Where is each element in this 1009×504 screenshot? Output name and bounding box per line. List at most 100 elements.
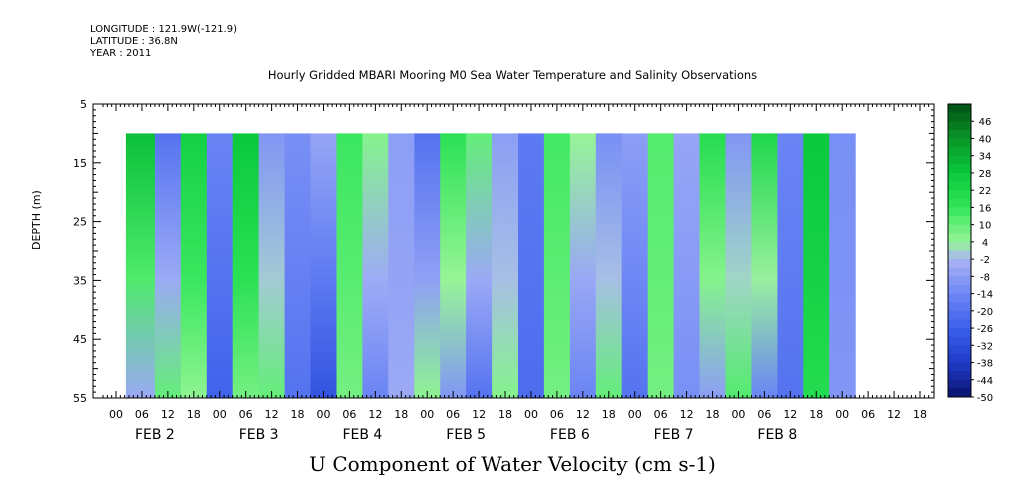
colorbar-label: -14: [977, 290, 993, 301]
x-hour-label: 06: [757, 408, 771, 421]
colorbar-label: 28: [979, 169, 992, 180]
x-hour-label: 12: [576, 408, 590, 421]
x-hour-label: 00: [835, 408, 849, 421]
x-hour-label: 00: [628, 408, 642, 421]
velocity-column: [232, 133, 260, 398]
colorbar-band: [948, 267, 971, 277]
colorbar-band: [948, 233, 971, 243]
x-hour-label: 00: [213, 408, 227, 421]
colorbar-label: -8: [980, 272, 990, 283]
variable-label: U Component of Water Velocity (cm s-1): [309, 452, 716, 476]
x-hour-label: 18: [602, 408, 616, 421]
colorbar-band: [948, 276, 971, 286]
year-text: YEAR : 2011: [90, 48, 152, 59]
velocity-column: [336, 133, 363, 398]
x-hour-label: 06: [239, 408, 253, 421]
x-hour-label: 12: [472, 408, 486, 421]
colorbar-band: [948, 293, 971, 303]
velocity-column: [310, 133, 337, 398]
y-tick-label: 5: [80, 98, 87, 111]
x-hour-label: 12: [161, 408, 175, 421]
colorbar-band: [948, 310, 971, 320]
velocity-column: [388, 133, 415, 398]
velocity-column: [803, 133, 830, 398]
colorbar-band: [948, 112, 971, 122]
velocity-column: [699, 133, 726, 398]
colorbar-label: -26: [977, 324, 993, 335]
colorbar-band: [948, 371, 971, 381]
x-hour-label: 12: [265, 408, 279, 421]
x-hour-label: 18: [498, 408, 512, 421]
x-hour-label: 06: [446, 408, 460, 421]
colorbar-band: [948, 147, 971, 157]
colorbar-band: [948, 190, 971, 200]
colorbar-band: [948, 319, 971, 329]
velocity-column: [362, 133, 389, 398]
colorbar-label: 46: [979, 117, 992, 128]
x-hour-label: 18: [291, 408, 305, 421]
x-day-label: FEB 2: [135, 427, 175, 443]
colorbar-label: 22: [979, 186, 992, 197]
colorbar-label: 40: [979, 134, 992, 145]
colorbar-band: [948, 181, 971, 191]
velocity-column: [751, 133, 778, 398]
y-tick-label: 35: [73, 274, 87, 287]
x-day-label: FEB 3: [239, 427, 279, 443]
velocity-column: [518, 133, 545, 398]
x-day-label: FEB 8: [757, 427, 797, 443]
colorbar-label: -32: [977, 341, 993, 352]
x-hour-label: 06: [550, 408, 564, 421]
colorbar-band: [948, 328, 971, 338]
velocity-column: [595, 133, 623, 398]
colorbar-band: [948, 284, 971, 294]
velocity-column: [414, 133, 441, 398]
colorbar-band: [948, 138, 971, 148]
colorbar-band: [948, 250, 971, 260]
x-hour-label: 12: [783, 408, 797, 421]
chart-title: Hourly Gridded MBARI Mooring M0 Sea Wate…: [267, 68, 758, 82]
colorbar-band: [948, 121, 971, 131]
x-hour-label: 12: [368, 408, 382, 421]
x-day-label: FEB 7: [654, 427, 694, 443]
x-hour-label: 12: [680, 408, 694, 421]
colorbar-frame: [947, 103, 972, 398]
colorbar-band: [948, 345, 971, 355]
x-hour-label: 00: [109, 408, 123, 421]
velocity-column: [125, 133, 156, 398]
velocity-column: [673, 133, 701, 398]
x-hour-label: 00: [420, 408, 434, 421]
colorbar-label: 34: [979, 152, 992, 163]
colorbar-band: [948, 129, 971, 139]
velocity-column: [647, 133, 675, 398]
velocity-column: [258, 133, 286, 398]
velocity-column: [206, 133, 234, 398]
velocity-column: [284, 133, 312, 398]
longitude-text: LONGITUDE : 121.9W(-121.9): [90, 24, 237, 35]
colorbar-band: [948, 155, 971, 165]
velocity-column: [621, 133, 649, 398]
colorbar-label: -44: [977, 376, 993, 387]
colorbar-label: -50: [977, 393, 993, 404]
x-hour-label: 00: [316, 408, 330, 421]
x-hour-label: 18: [913, 408, 927, 421]
x-day-label: FEB 6: [550, 427, 590, 443]
colorbar-band: [948, 259, 971, 269]
colorbar-band: [948, 224, 971, 234]
metadata-block: LONGITUDE : 121.9W(-121.9) LATITUDE : 36…: [90, 24, 237, 60]
y-tick-label: 25: [73, 216, 87, 229]
x-hour-label: 18: [706, 408, 720, 421]
velocity-column: [725, 133, 752, 398]
x-hour-label: 06: [342, 408, 356, 421]
colorbar-band: [948, 388, 971, 398]
colorbar-label: -38: [977, 359, 993, 370]
velocity-column: [829, 133, 856, 398]
colorbar-label: -2: [980, 255, 990, 266]
x-hour-label: 06: [654, 408, 668, 421]
velocity-column: [154, 133, 182, 398]
colorbar-band: [948, 336, 971, 346]
colorbar-label: -20: [977, 307, 993, 318]
y-tick-label: 45: [73, 333, 87, 346]
velocity-column: [777, 133, 804, 398]
x-hour-label: 06: [861, 408, 875, 421]
colorbar-band: [948, 198, 971, 208]
